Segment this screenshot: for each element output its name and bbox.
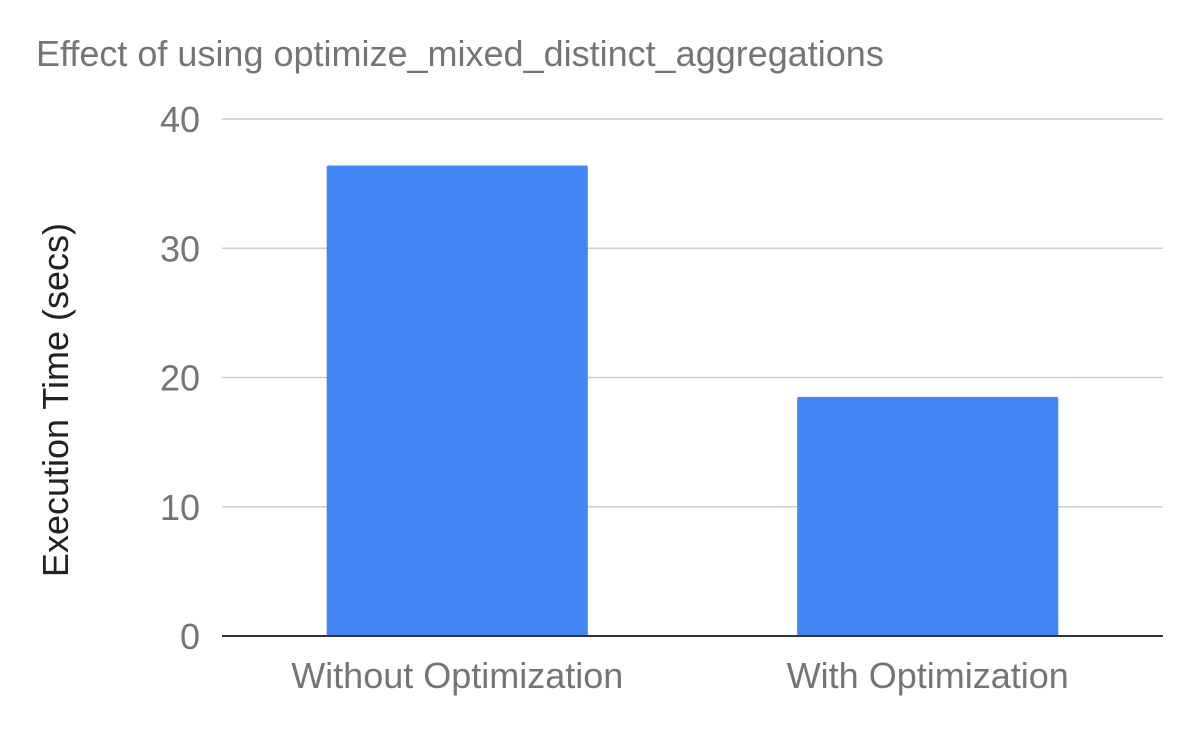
y-tick-label: 0: [180, 616, 200, 657]
y-tick-label: 20: [160, 358, 200, 399]
x-category-label: With Optimization: [787, 655, 1069, 696]
bar-without-optimization: [326, 165, 588, 636]
chart-title: Effect of using optimize_mixed_distinct_…: [36, 33, 884, 74]
y-axis-title: Execution Time (secs): [35, 223, 76, 577]
bar-with-optimization: [797, 396, 1059, 636]
y-tick-label: 10: [160, 487, 200, 528]
axes: 0 10 20 30 40 Without Optimization With Optimi…: [160, 99, 1163, 696]
y-tick-label: 30: [160, 228, 200, 269]
x-category-label: Without Optimization: [291, 655, 623, 696]
y-tick-label: 40: [160, 99, 200, 140]
bars: [326, 165, 1059, 636]
